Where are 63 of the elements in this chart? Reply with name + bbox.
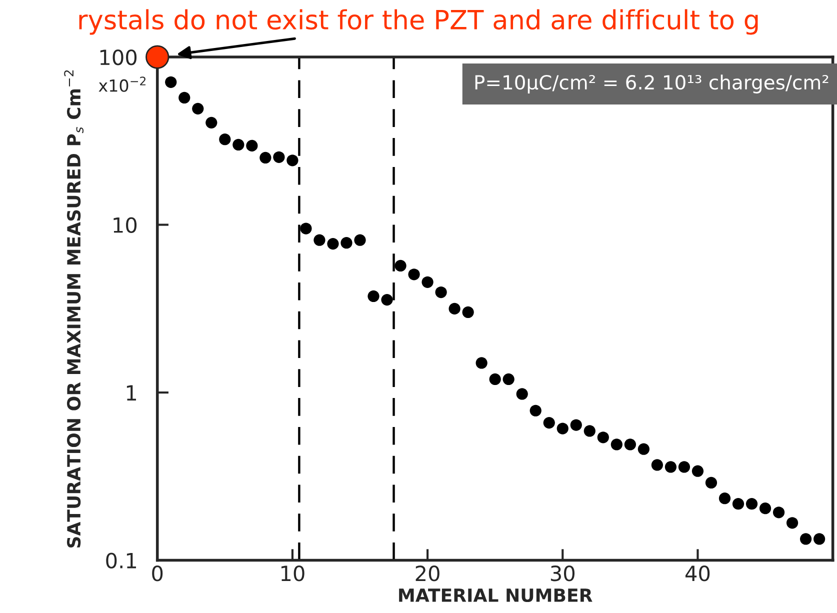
x-tick-label: 30 (550, 566, 575, 582)
y-tick-label: 100 (100, 49, 137, 66)
point (394, 260, 406, 272)
point (746, 498, 758, 510)
point (476, 357, 488, 369)
point (638, 443, 650, 455)
point (327, 238, 339, 250)
y-tick-label: 1 (126, 385, 136, 400)
point (813, 533, 826, 545)
point (800, 533, 812, 545)
point (705, 476, 718, 489)
point (556, 422, 568, 434)
annotation: rystals do not exist for the PZT and are difficult to g (79, 9, 758, 35)
point (718, 492, 731, 504)
point (381, 294, 393, 306)
point (664, 461, 677, 473)
point (624, 438, 636, 450)
point (597, 432, 609, 444)
point (260, 152, 272, 164)
point (273, 151, 285, 163)
point (610, 438, 622, 450)
point (462, 306, 474, 318)
x-axis-title: MATERIAL NUMBER (399, 588, 592, 602)
annotation: P=10μC/cm² = 6.2 10¹³ charges/cm² (475, 74, 828, 94)
point (232, 138, 244, 151)
y-tick-label: 10 (114, 217, 137, 233)
point (422, 276, 434, 288)
point (448, 302, 460, 315)
point (786, 517, 798, 529)
text: x10$^{−2}$ (98, 76, 146, 92)
x-tick-label: 20 (416, 566, 440, 582)
y-axis-title: SATURATION OR MAXIMUM MEASURED P$_{s}$ Cm$^{−2}$ (64, 70, 84, 548)
point (759, 502, 772, 514)
point (286, 154, 298, 166)
point (543, 416, 555, 429)
x-tick-label: 0 (152, 566, 163, 582)
point (368, 290, 380, 302)
point (178, 92, 190, 104)
point (530, 404, 542, 416)
point (354, 234, 366, 246)
point (651, 459, 664, 471)
point (732, 498, 744, 510)
point (570, 419, 582, 431)
y-tick-label: 0.1 (106, 552, 136, 568)
point (678, 461, 690, 473)
point (165, 76, 177, 88)
point (489, 373, 501, 386)
x-tick-label: 40 (685, 566, 710, 582)
point (246, 140, 258, 152)
point (206, 116, 218, 128)
x-tick-label: 10 (281, 566, 304, 582)
point (435, 286, 447, 298)
point (192, 102, 204, 114)
point (340, 237, 352, 249)
point (692, 465, 704, 477)
point (408, 268, 420, 280)
point (772, 506, 785, 518)
point (219, 134, 231, 146)
point (300, 222, 312, 234)
point (584, 425, 596, 437)
point (502, 373, 514, 386)
point (516, 388, 528, 400)
point (314, 234, 326, 246)
